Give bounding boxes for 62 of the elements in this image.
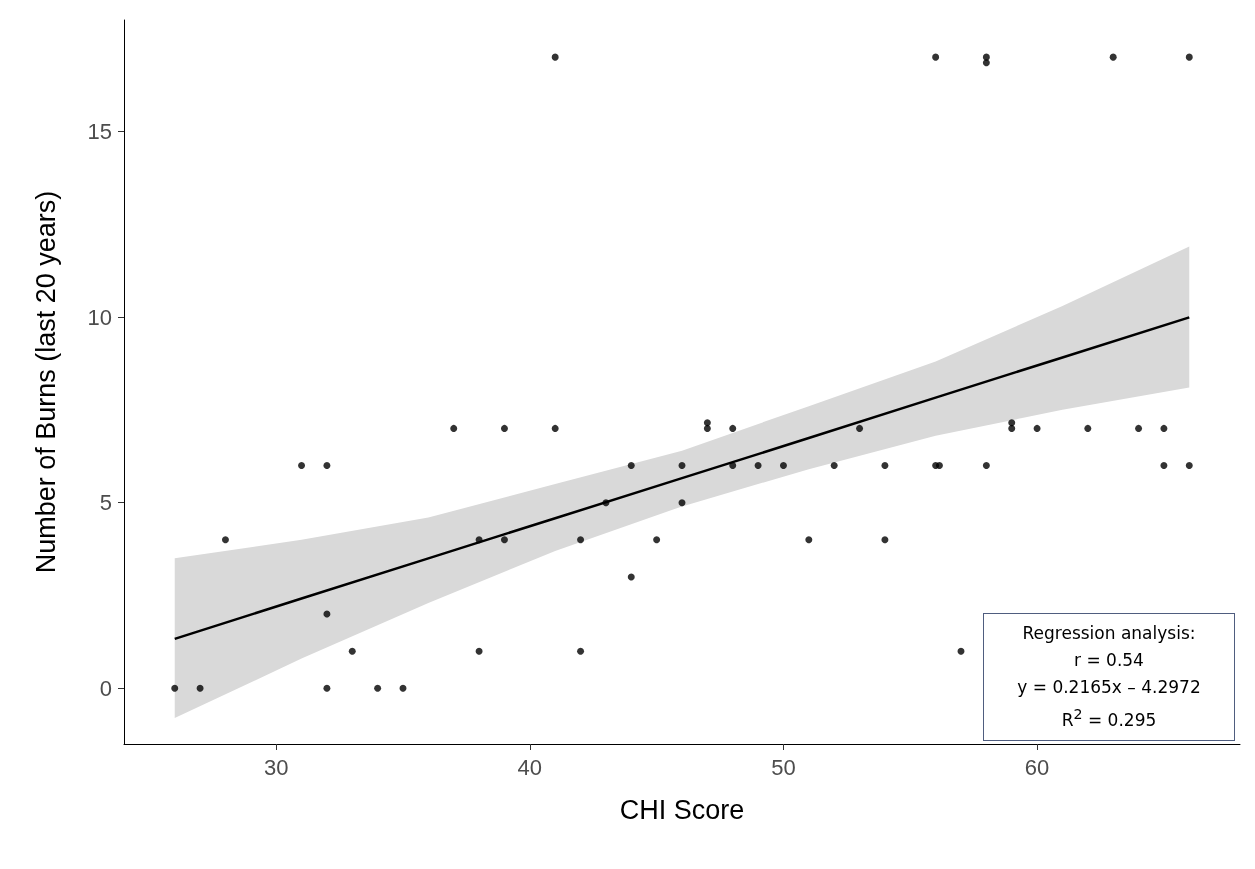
point xyxy=(374,684,382,692)
point xyxy=(779,462,787,470)
point xyxy=(221,536,229,544)
point xyxy=(196,684,204,692)
point xyxy=(475,536,483,544)
point xyxy=(1008,419,1016,427)
point xyxy=(856,424,864,432)
y-axis-title: Number of Burns (last 20 years) xyxy=(30,190,61,574)
point xyxy=(805,536,813,544)
point xyxy=(1033,424,1041,432)
point xyxy=(500,424,508,432)
point xyxy=(982,59,990,67)
point xyxy=(627,573,635,581)
point xyxy=(323,684,331,692)
x-axis-title: CHI Score xyxy=(619,794,745,825)
y-tick-label: 5 xyxy=(99,490,112,516)
point xyxy=(1160,424,1168,432)
point xyxy=(1084,424,1092,432)
point xyxy=(1160,462,1168,470)
point xyxy=(500,536,508,544)
point xyxy=(932,53,940,61)
x-tick-label: 40 xyxy=(517,754,543,780)
annotation: r = 0.54 xyxy=(1073,649,1145,673)
point xyxy=(729,462,737,470)
x-tick-label: 50 xyxy=(771,754,796,780)
x-tick-label: 30 xyxy=(263,754,289,780)
point xyxy=(577,536,585,544)
y-tick-label: 10 xyxy=(87,304,112,330)
x-tick-label: 60 xyxy=(1024,754,1050,780)
point xyxy=(729,424,737,432)
point xyxy=(881,462,889,470)
point xyxy=(450,424,458,432)
point xyxy=(703,424,711,432)
point xyxy=(475,647,483,655)
annotation: R$^{2}$ = 0.295 xyxy=(1060,705,1158,732)
point xyxy=(323,462,331,470)
point xyxy=(881,536,889,544)
point xyxy=(551,424,559,432)
annotation: Regression analysis: xyxy=(1021,622,1197,646)
point xyxy=(627,462,635,470)
point xyxy=(703,419,711,427)
point xyxy=(678,499,686,507)
point xyxy=(678,462,686,470)
point xyxy=(1135,424,1143,432)
point xyxy=(1185,53,1193,61)
y-tick-label: 0 xyxy=(99,675,112,701)
point xyxy=(348,647,356,655)
point xyxy=(298,462,306,470)
point xyxy=(830,462,838,470)
y-tick-label: 15 xyxy=(87,118,112,144)
annotation: y = 0.2165x – 4.2972 xyxy=(1016,676,1202,700)
point xyxy=(1008,424,1016,432)
point xyxy=(754,462,762,470)
point xyxy=(653,536,661,544)
point xyxy=(551,53,559,61)
point xyxy=(982,462,990,470)
point xyxy=(399,684,407,692)
point xyxy=(171,684,179,692)
point xyxy=(1185,462,1193,470)
point xyxy=(577,647,585,655)
point xyxy=(602,499,610,507)
point xyxy=(1109,53,1117,61)
